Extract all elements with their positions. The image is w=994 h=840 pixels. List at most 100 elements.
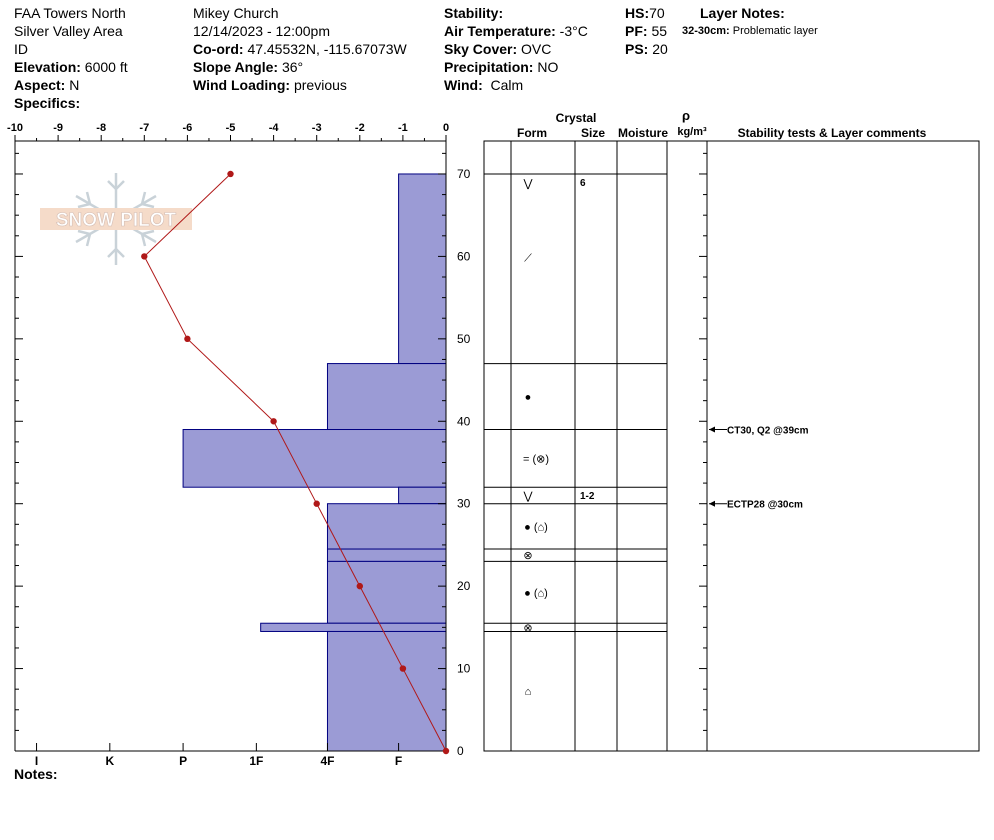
- hardness-bar: [326, 548, 447, 562]
- hardness-label: K: [105, 754, 114, 768]
- temp-tick-label: -5: [226, 122, 236, 134]
- arrow-head-icon: [709, 426, 715, 433]
- crystal-header: Crystal: [556, 111, 597, 125]
- grain-form-symbol: ⊗: [523, 622, 532, 634]
- layer-notes-title: Layer Notes:: [700, 5, 785, 21]
- hardness-bar: [326, 503, 447, 550]
- wind: Wind: Calm: [444, 77, 524, 93]
- temp-tick-label: 0: [443, 122, 449, 134]
- temperature-profile: [141, 170, 450, 755]
- hardness-bar: [182, 429, 447, 488]
- hardness-bar: [398, 486, 447, 505]
- temperature-point: [442, 747, 450, 755]
- snowpilot-watermark: SNOW PILOT: [40, 173, 192, 265]
- snow-depths: HS:70 PF: 55 PS: 20: [625, 4, 668, 58]
- notes-section: Notes:: [14, 765, 58, 783]
- grain-form-symbol: ⋁: [522, 178, 533, 190]
- hardness-label: P: [179, 754, 187, 768]
- temp-tick-label: -4: [269, 122, 280, 134]
- hs-value: HS:70: [625, 5, 665, 21]
- area-name: Silver Valley Area: [14, 23, 123, 39]
- layer-note-item: 32-30cm: Problematic layer: [682, 25, 818, 37]
- temperature-point: [141, 253, 148, 260]
- stability-test-comment: ECTP28 @30cm: [727, 500, 803, 511]
- observation-datetime: 12/14/2023 - 12:00pm: [193, 23, 330, 39]
- wind-loading: Wind Loading: previous: [193, 77, 347, 93]
- height-tick-label: 70: [457, 167, 471, 181]
- precipitation: Precipitation: NO: [444, 59, 559, 75]
- coordinates: Co-ord: 47.45532N, -115.67073W: [193, 41, 407, 57]
- form-header: Form: [517, 126, 547, 140]
- grain-form-symbol: ⌂: [525, 686, 532, 698]
- grain-form-symbol: ⋁: [522, 490, 533, 502]
- state-name: ID: [14, 41, 28, 57]
- layer-table-border: [483, 140, 980, 752]
- hardness-label: I: [35, 754, 38, 768]
- moisture-header: Moisture: [618, 126, 668, 140]
- height-tick-label: 20: [457, 579, 471, 593]
- layer-notes: Layer Notes: 32-30cm: Problematic layer: [682, 4, 818, 40]
- grain-form-symbol: ●: [525, 392, 532, 404]
- temperature-point: [399, 665, 407, 672]
- hardness-label: F: [395, 754, 402, 768]
- temperature-point: [356, 582, 363, 590]
- air-temperature: Air Temperature: -3°C: [444, 23, 588, 39]
- density-unit-header: kg/m³: [677, 126, 707, 138]
- temperature-point: [313, 500, 320, 507]
- size-header: Size: [581, 126, 605, 140]
- grain-form-symbol: ● (⌂): [524, 521, 548, 533]
- temp-tick-label: -2: [355, 122, 365, 134]
- aspect: Aspect: N: [14, 77, 80, 93]
- temp-tick-label: -10: [7, 122, 23, 134]
- temp-tick-label: -6: [183, 122, 193, 134]
- specifics: Specifics:: [14, 95, 81, 111]
- site-info: FAA Towers North Silver Valley Area ID E…: [14, 4, 128, 112]
- height-tick-label: 30: [457, 497, 471, 511]
- temperature-point: [184, 335, 191, 343]
- sky-cover: Sky Cover: OVC: [444, 41, 552, 57]
- grain-form-symbol: = (⊗): [523, 453, 549, 465]
- height-tick-label: 10: [457, 662, 471, 676]
- observation-info: Mikey Church 12/14/2023 - 12:00pm Co-ord…: [193, 4, 407, 94]
- temperature-point: [227, 170, 234, 178]
- temp-tick-label: -8: [96, 122, 106, 134]
- watermark-text: SNOW PILOT: [56, 210, 177, 231]
- observer-name: Mikey Church: [193, 5, 279, 21]
- hardness-bar: [326, 363, 447, 431]
- hardness-bars: [182, 173, 447, 752]
- density-symbol: ρ: [682, 108, 690, 123]
- stability-test-comment: CT30, Q2 @39cm: [727, 426, 809, 437]
- location-name: FAA Towers North: [14, 5, 126, 21]
- slope-angle: Slope Angle: 36°: [193, 59, 304, 75]
- hardness-label: 1F: [249, 754, 263, 768]
- pf-value: PF: 55: [625, 23, 668, 39]
- stability: Stability:: [444, 5, 504, 21]
- height-tick-label: 40: [457, 414, 471, 428]
- layer-table: Crystal Form Size Moisture ρ kg/m³ Stability t…: [483, 108, 980, 752]
- temp-tick-label: -1: [398, 122, 408, 134]
- grain-form-symbol: ⊗: [523, 550, 532, 562]
- hardness-label: 4F: [320, 754, 334, 768]
- comments-header: Stability tests & Layer comments: [738, 126, 927, 140]
- temp-tick-label: -7: [139, 122, 149, 134]
- grain-size: 1-2: [580, 491, 595, 502]
- temperature-point: [270, 418, 277, 425]
- height-tick-label: 60: [457, 249, 471, 263]
- ps-value: PS: 20: [625, 41, 668, 57]
- hardness-bar: [260, 622, 447, 632]
- temp-tick-label: -9: [53, 122, 63, 134]
- temperature-line: [143, 173, 447, 752]
- hardness-bar: [326, 630, 447, 752]
- elevation: Elevation: 6000 ft: [14, 59, 128, 75]
- hardness-bar: [398, 173, 447, 365]
- grain-size: 6: [580, 178, 586, 189]
- notes-label: Notes:: [14, 766, 58, 782]
- grain-form-symbol: ● (⌂): [524, 587, 548, 599]
- height-tick-label: 50: [457, 332, 471, 346]
- hardness-bar: [326, 560, 447, 624]
- arrow-head-icon: [709, 500, 715, 507]
- height-tick-label: 0: [457, 744, 464, 758]
- weather-info: Stability: Air Temperature: -3°C Sky Cov…: [444, 4, 588, 94]
